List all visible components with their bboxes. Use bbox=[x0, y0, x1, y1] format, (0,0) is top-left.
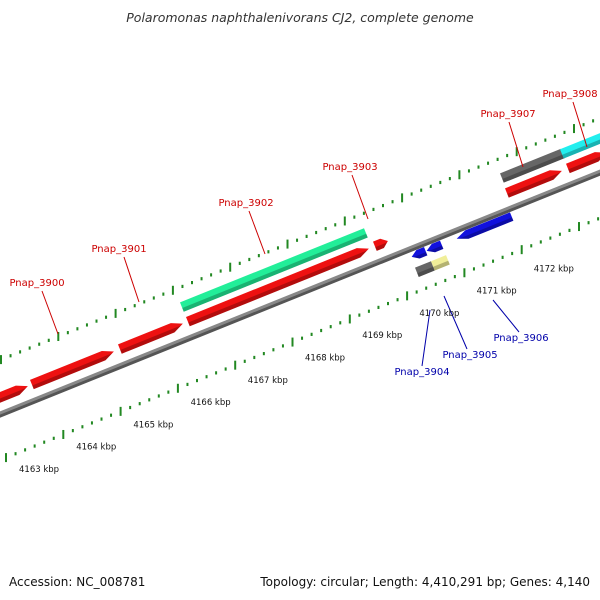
gene-arrow-forward-body bbox=[0, 385, 28, 405]
feature-bar-upper-body bbox=[180, 228, 368, 312]
gene-arrow-forward[interactable] bbox=[186, 244, 371, 327]
gene-arrow-forward-body bbox=[566, 152, 600, 174]
gene-callout[interactable]: Pnap_3907 bbox=[480, 109, 536, 168]
gene-callout[interactable]: Pnap_3904 bbox=[394, 309, 450, 378]
gene-label[interactable]: Pnap_3906 bbox=[493, 333, 548, 344]
feature-bar-lower[interactable] bbox=[431, 255, 450, 271]
tick-label: 4170 kbp bbox=[419, 309, 459, 319]
callout-line bbox=[572, 101, 588, 148]
callout-line bbox=[492, 299, 520, 333]
tick-label: 4172 kbp bbox=[534, 264, 574, 274]
gene-callout[interactable]: Pnap_3900 bbox=[9, 278, 65, 335]
feature-bar-upper-body bbox=[560, 131, 600, 159]
gene-label[interactable]: Pnap_3908 bbox=[542, 89, 597, 100]
callout-line bbox=[508, 121, 524, 168]
gene-label[interactable]: Pnap_3904 bbox=[394, 367, 449, 378]
gene-callout[interactable]: Pnap_3902 bbox=[218, 198, 274, 255]
gene-arrow-reverse-body bbox=[456, 212, 514, 239]
tick-label: 4165 kbp bbox=[133, 420, 173, 430]
callout-line bbox=[248, 210, 266, 255]
gene-arrow-forward-body bbox=[30, 350, 114, 390]
gene-arrow-forward[interactable] bbox=[373, 236, 390, 251]
gene-arrow-forward[interactable] bbox=[566, 148, 600, 174]
tick-row-upper bbox=[0, 119, 595, 365]
genome-summary: Topology: circular; Length: 4,410,291 bp… bbox=[259, 575, 590, 589]
gene-callout[interactable]: Pnap_3908 bbox=[542, 89, 598, 148]
gene-callout[interactable]: Pnap_3901 bbox=[91, 244, 147, 303]
gene-arrow-forward[interactable] bbox=[0, 382, 30, 405]
backbone-line-shadow bbox=[0, 170, 600, 418]
tick-label: 4171 kbp bbox=[477, 287, 517, 297]
gene-arrow-reverse-body bbox=[426, 240, 444, 253]
gene-arrow-forward-body bbox=[118, 323, 183, 354]
gene-callout[interactable]: Pnap_3903 bbox=[322, 162, 378, 220]
feature-bar-upper[interactable] bbox=[500, 148, 565, 183]
gene-arrow-reverse-body bbox=[411, 247, 428, 259]
tick-label: 4164 kbp bbox=[76, 443, 116, 453]
gene-label[interactable]: Pnap_3907 bbox=[480, 109, 535, 120]
feature-bar-upper[interactable] bbox=[180, 228, 368, 312]
gene-arrow-forward-body bbox=[505, 170, 562, 198]
callout-line bbox=[421, 309, 431, 367]
feature-bar-lower-body bbox=[415, 261, 435, 277]
gene-arrow-reverse[interactable] bbox=[410, 247, 428, 261]
gene-arrow-reverse[interactable] bbox=[425, 240, 444, 255]
callout-line bbox=[123, 256, 140, 303]
gene-callouts: Pnap_3900 Pnap_3901 Pnap_3902 Pnap_3903 Pnap… bbox=[9, 89, 597, 378]
gene-arrow-forward[interactable] bbox=[30, 347, 116, 390]
gene-arrow-forward-body bbox=[186, 248, 369, 327]
callout-line bbox=[443, 295, 468, 350]
feature-bar-upper[interactable] bbox=[560, 131, 600, 159]
tick-row-lower bbox=[5, 217, 600, 463]
gene-arrow-reverse[interactable] bbox=[455, 212, 514, 243]
tick-label: 4167 kbp bbox=[248, 376, 288, 386]
feature-bar-lower-body bbox=[431, 255, 450, 271]
tick-label: 4168 kbp bbox=[305, 354, 345, 364]
gene-arrow-forward[interactable] bbox=[505, 166, 564, 198]
callout-line bbox=[41, 290, 59, 335]
tick-labels: 4163 kbp 4164 kbp 4165 kbp 4166 kbp 4167 kbp… bbox=[19, 264, 574, 475]
tick-label: 4163 kbp bbox=[19, 465, 59, 475]
gene-label[interactable]: Pnap_3905 bbox=[442, 350, 497, 361]
backbone-line bbox=[0, 169, 600, 415]
tick-label: 4169 kbp bbox=[362, 331, 402, 341]
gene-label[interactable]: Pnap_3902 bbox=[218, 198, 273, 209]
genome-backbone bbox=[0, 169, 600, 418]
feature-bar-upper-body bbox=[500, 148, 565, 183]
feature-bar-lower[interactable] bbox=[415, 261, 435, 277]
accession-label: Accession: NC_008781 bbox=[9, 575, 145, 589]
genome-title: Polaromonas naphthalenivorans CJ2, compl… bbox=[126, 10, 474, 25]
feature-tracks bbox=[0, 131, 600, 405]
gene-callout[interactable]: Pnap_3905 bbox=[442, 295, 498, 361]
gene-label[interactable]: Pnap_3900 bbox=[9, 278, 64, 289]
tick-marks bbox=[0, 119, 600, 463]
gene-arrow-forward-body bbox=[373, 238, 388, 251]
gene-label[interactable]: Pnap_3901 bbox=[91, 244, 146, 255]
gene-callout[interactable]: Pnap_3906 bbox=[492, 299, 549, 344]
gene-label[interactable]: Pnap_3903 bbox=[322, 162, 377, 173]
gene-arrow-forward[interactable] bbox=[118, 319, 185, 354]
callout-line bbox=[351, 174, 369, 220]
tick-label: 4166 kbp bbox=[191, 398, 231, 408]
